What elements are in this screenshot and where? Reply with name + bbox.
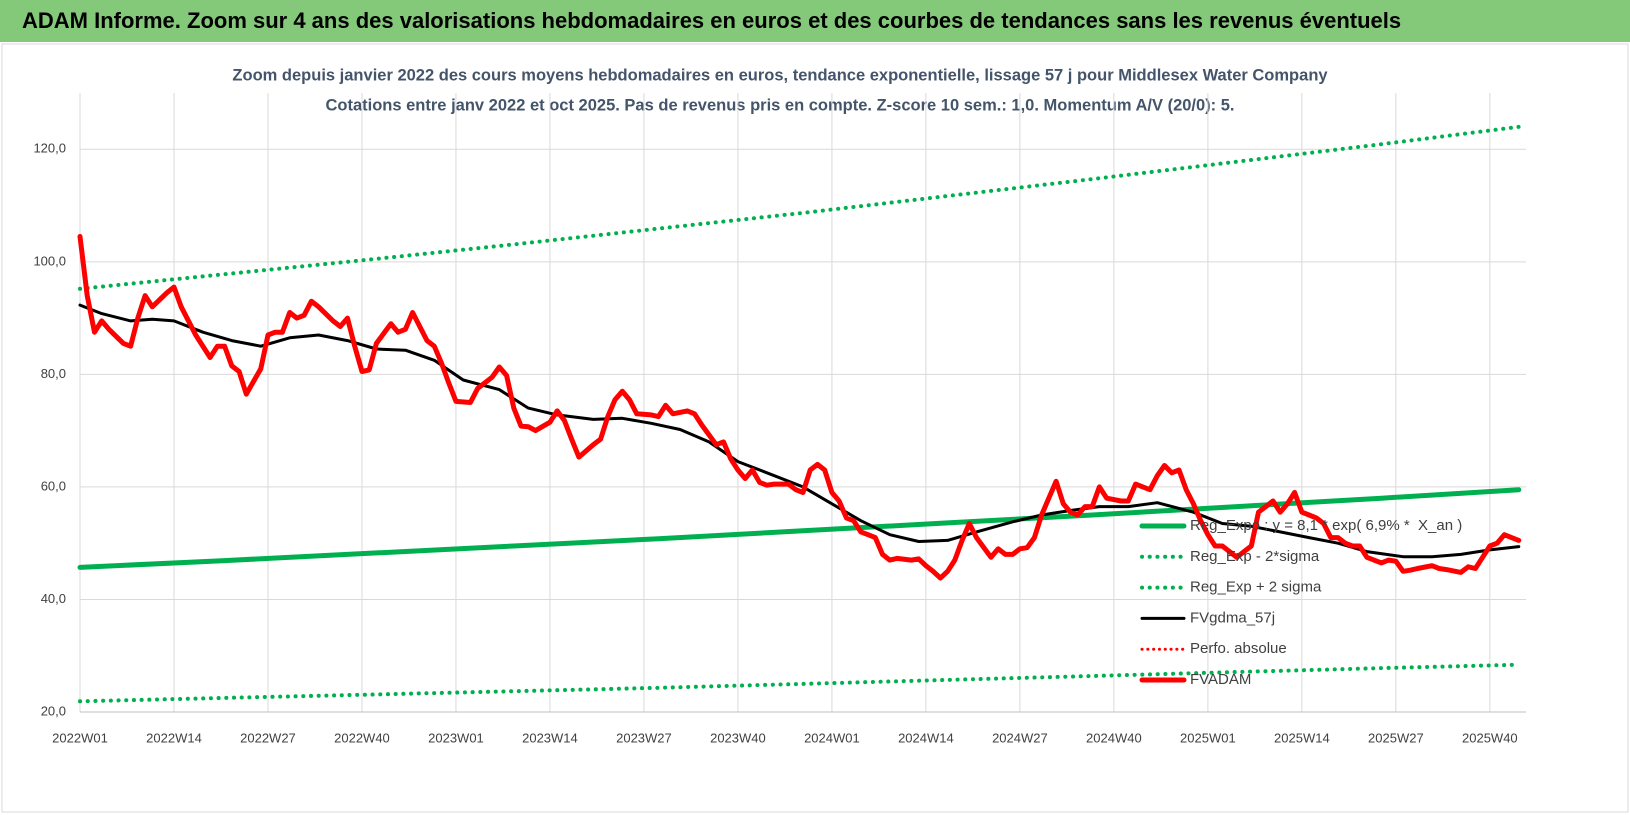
series-line [78, 303, 1521, 559]
x-tick-label: 2024W27 [992, 730, 1048, 745]
x-tick-label: 2022W27 [240, 730, 296, 745]
legend-label: Reg_Expo : y = 8,1 * exp( 6,9% * X_an ) [1190, 517, 1462, 534]
x-tick-label: 2023W40 [710, 730, 766, 745]
legend-label: FVADAM [1190, 671, 1251, 688]
legend-label: FVgdma_57j [1190, 609, 1275, 626]
x-tick-label: 2024W40 [1086, 730, 1142, 745]
x-tick-label: 2025W27 [1368, 730, 1424, 745]
y-tick-label: 40,0 [41, 591, 66, 606]
legend-label: Reg_Exp - 2*sigma [1190, 548, 1320, 565]
series-line [77, 234, 1522, 581]
x-tick-label: 2025W14 [1274, 730, 1330, 745]
legend-label: Perfo. absolue [1190, 640, 1287, 657]
y-tick-label: 100,0 [33, 253, 66, 268]
x-tick-label: 2022W01 [52, 730, 108, 745]
x-tick-label: 2022W14 [146, 730, 202, 745]
x-tick-label: 2024W14 [898, 730, 954, 745]
y-tick-label: 20,0 [41, 703, 66, 718]
y-tick-label: 60,0 [41, 478, 66, 493]
y-tick-label: 80,0 [41, 366, 66, 381]
x-tick-label: 2024W01 [804, 730, 860, 745]
x-tick-label: 2022W40 [334, 730, 390, 745]
y-tick-label: 120,0 [33, 141, 66, 156]
series-line [78, 662, 1521, 704]
chart-subtitle: Cotations entre janv 2022 et oct 2025. P… [325, 96, 1234, 114]
x-tick-label: 2023W01 [428, 730, 484, 745]
x-tick-label: 2023W27 [616, 730, 672, 745]
chart-frame [1, 43, 1629, 813]
header-title: ADAM Informe. Zoom sur 4 ans des valoris… [22, 8, 1401, 33]
header-bar [0, 0, 1630, 42]
x-tick-label: 2025W40 [1462, 730, 1518, 745]
x-tick-label: 2025W01 [1180, 730, 1236, 745]
chart-title: Zoom depuis janvier 2022 des cours moyen… [232, 66, 1328, 84]
x-tick-label: 2023W14 [522, 730, 578, 745]
legend-label: Reg_Exp + 2 sigma [1190, 579, 1322, 596]
